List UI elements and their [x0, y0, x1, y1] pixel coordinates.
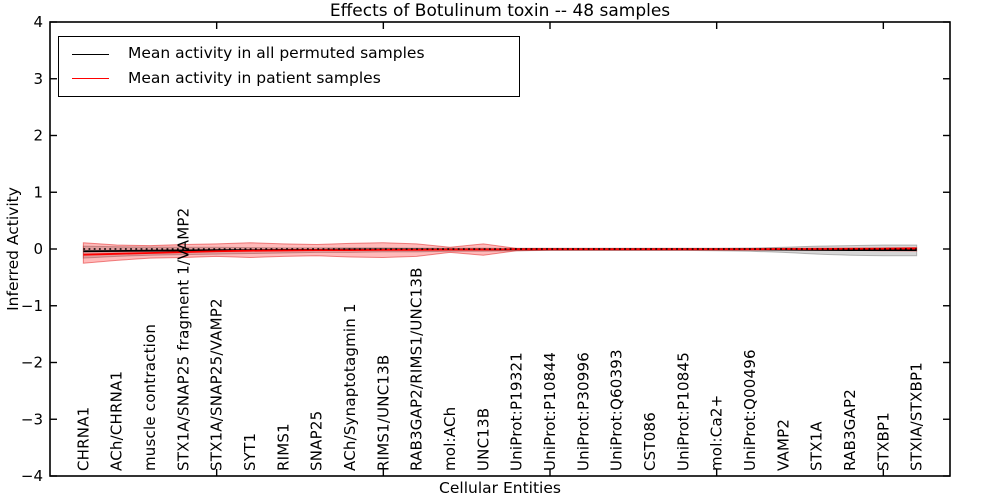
x-category-label: RIMS1 — [274, 423, 292, 471]
y-tick-label: 3 — [33, 70, 43, 88]
x-category-label: RIMS1/UNC13B — [374, 355, 392, 471]
x-category-label: UniProt:P19321 — [508, 352, 526, 471]
x-category-label: CST086 — [641, 412, 659, 471]
legend-line-sample-patient — [72, 78, 109, 80]
legend-label-patient: Mean activity in patient samples — [128, 69, 381, 88]
x-category-label: UniProt:Q00496 — [741, 349, 759, 471]
y-tick-label: −3 — [21, 410, 43, 428]
x-category-label: mol:ACh — [441, 407, 459, 471]
x-axis-label: Cellular Entities — [439, 479, 561, 497]
x-category-label: VAMP2 — [774, 419, 792, 471]
y-axis-label: Inferred Activity — [4, 187, 22, 311]
x-category-label: ACh/CHRNA1 — [108, 371, 126, 471]
y-tick-label: −1 — [21, 297, 43, 315]
x-category-label: UniProt:P30996 — [574, 352, 592, 471]
x-category-label: CHRNA1 — [74, 407, 92, 471]
x-category-label: STXIA/STXBP1 — [908, 362, 926, 471]
x-category-label: SYT1 — [241, 433, 259, 471]
x-category-label: STX1A/SNAP25/VAMP2 — [208, 298, 226, 471]
x-category-label: muscle contraction — [141, 324, 159, 471]
x-category-label: STXBP1 — [874, 412, 892, 471]
x-category-label: UniProt:P10845 — [674, 352, 692, 471]
legend-item-patient: Mean activity in patient samples — [59, 71, 519, 87]
x-category-label: UniProt:P10844 — [541, 352, 559, 471]
y-tick-label: 4 — [33, 13, 43, 31]
y-tick-label: 1 — [33, 183, 43, 201]
chart-title: Effects of Botulinum toxin -- 48 samples — [329, 1, 671, 21]
y-tick-label: 0 — [33, 240, 43, 258]
legend-line-sample-permuted — [72, 53, 109, 55]
x-category-label: STX1A/SNAP25 fragment 1/VAMP2 — [174, 208, 192, 471]
y-tick-label: −2 — [21, 354, 43, 372]
x-category-label: ACh/Synaptotagmin 1 — [341, 303, 359, 471]
x-category-label: SNAP25 — [308, 411, 326, 471]
x-category-label: UNC13B — [474, 408, 492, 471]
x-category-label: UniProt:Q60393 — [608, 349, 626, 471]
y-tick-label: −4 — [21, 467, 43, 485]
legend-label-permuted: Mean activity in all permuted samples — [128, 44, 425, 63]
x-category-label: mol:Ca2+ — [708, 395, 726, 471]
y-tick-label: 2 — [33, 127, 43, 145]
legend: Mean activity in all permuted samples Me… — [58, 36, 520, 97]
x-category-label: RAB3GAP2/RIMS1/UNC13B — [408, 267, 426, 471]
x-category-label: RAB3GAP2 — [841, 389, 859, 471]
legend-item-permuted: Mean activity in all permuted samples — [59, 46, 519, 62]
x-category-label: STX1A — [808, 421, 826, 471]
